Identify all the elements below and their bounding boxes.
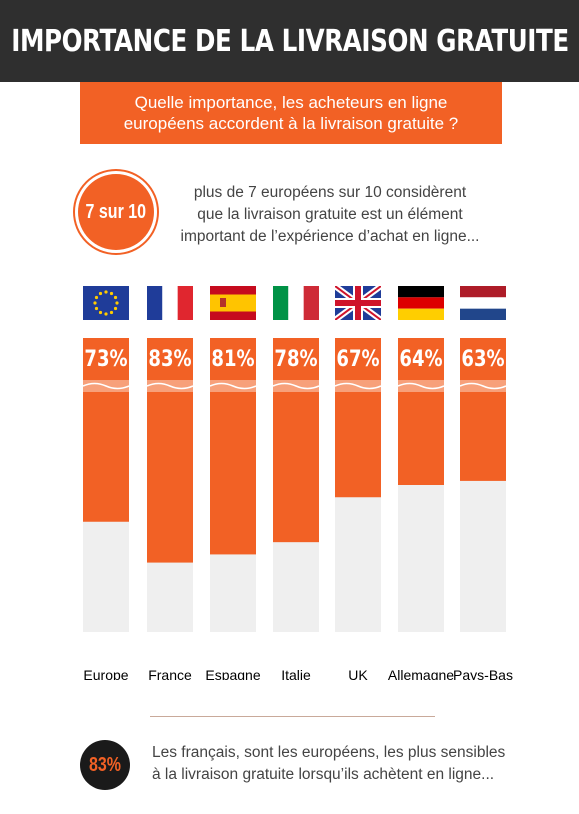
category-label: Espagne: [205, 667, 260, 680]
bar: [460, 338, 506, 481]
bar: [147, 338, 193, 563]
category-label: France: [148, 667, 192, 680]
value-label: 73%: [84, 345, 127, 371]
spain-flag-icon: [210, 286, 256, 320]
eighty-three-percent-badge: 83%: [80, 740, 130, 790]
bar-chart: 73% Europe 83% France 81% Espagne 78% Italie 67%…: [82, 286, 513, 680]
bar: [273, 338, 319, 543]
intro-text: plus de 7 européens sur 10 considèrent q…: [180, 184, 480, 245]
value-label: 64%: [399, 345, 442, 371]
eighty-three-percent-label: 83%: [88, 753, 122, 776]
bar-break-wave: [209, 382, 257, 390]
bar-break-wave: [146, 382, 194, 390]
germany-flag-icon: [398, 286, 444, 320]
value-label: 81%: [211, 345, 254, 371]
seven-out-of-ten-badge: 7 sur 10: [78, 174, 154, 250]
page-title: IMPORTANCE DE LA LIVRAISON GRATUITE: [10, 23, 569, 59]
value-label: 63%: [461, 345, 504, 371]
seven-out-of-ten-label: 7 sur 10: [85, 200, 147, 223]
category-label: Italie: [281, 667, 311, 680]
italy-flag-icon: [273, 286, 319, 320]
bar: [398, 338, 444, 485]
bar: [210, 338, 256, 555]
title-bar: IMPORTANCE DE LA LIVRAISON GRATUITE: [0, 0, 579, 82]
value-label: 83%: [148, 345, 191, 371]
bar-break-wave: [82, 382, 130, 390]
value-label: 78%: [274, 345, 317, 371]
netherlands-flag-icon: [460, 286, 506, 320]
bar-break-wave: [397, 382, 445, 390]
uk-flag-icon: [335, 286, 381, 320]
category-label: Allemagne: [388, 667, 454, 680]
question-text: Quelle importance, les acheteurs en lign…: [123, 93, 459, 133]
value-label: 67%: [336, 345, 379, 371]
question-banner: Quelle importance, les acheteurs en lign…: [80, 82, 502, 144]
bar-break-wave: [459, 382, 507, 390]
bar: [335, 338, 381, 498]
eu-flag-icon: [83, 286, 129, 320]
bar: [83, 338, 129, 522]
category-label: UK: [348, 667, 368, 680]
bar-break-wave: [334, 382, 382, 390]
bar-break-wave: [272, 382, 320, 390]
category-label: Europe: [83, 667, 128, 680]
divider: [150, 716, 435, 717]
france-flag-icon: [147, 286, 193, 320]
category-label: Pays-Bas: [453, 667, 513, 680]
conclusion-text: Les français, sont les européens, les pl…: [152, 744, 506, 783]
